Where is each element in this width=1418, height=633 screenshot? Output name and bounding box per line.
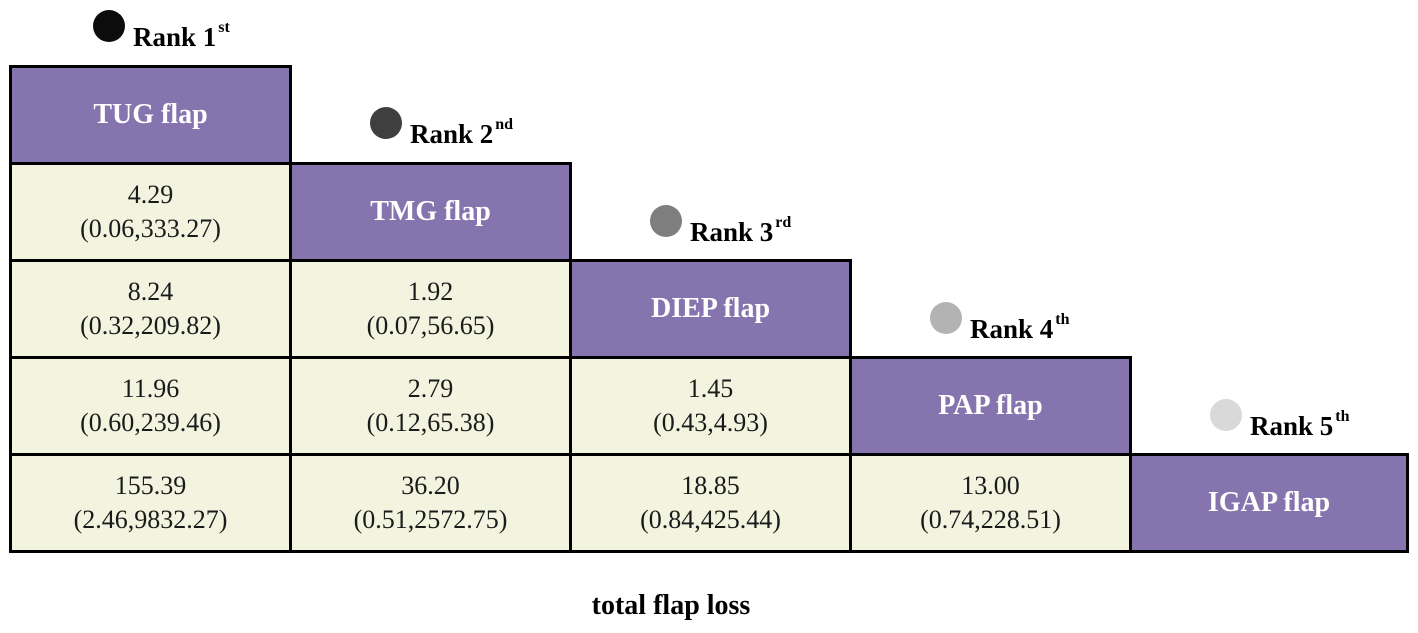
treatment-cell-pap: PAP flap	[849, 356, 1132, 456]
confidence-interval: (0.12,65.38)	[366, 408, 495, 437]
estimate: 2.79	[407, 374, 454, 404]
estimate: 11.96	[121, 374, 180, 404]
rank-suffix: th	[1055, 311, 1070, 328]
treatment-label: PAP flap	[938, 390, 1043, 421]
treatment-cell-igap: IGAP flap	[1129, 453, 1409, 553]
rank-2-dot-icon	[370, 107, 402, 139]
comparison-cell-igap-vs-diep: 18.85 (0.84,425.44)	[569, 453, 852, 553]
confidence-interval: (0.06,333.27)	[80, 214, 221, 243]
estimate: 1.45	[687, 374, 734, 404]
confidence-interval: (0.51,2572.75)	[353, 505, 508, 534]
comparison-cell-tmg-vs-tug: 4.29 (0.06,333.27)	[9, 162, 292, 262]
rank-suffix: nd	[495, 116, 514, 133]
confidence-interval: (2.46,9832.27)	[73, 505, 228, 534]
treatment-cell-diep: DIEP flap	[569, 259, 852, 359]
comparison-cell-diep-vs-tug: 8.24 (0.32,209.82)	[9, 259, 292, 359]
rank-1-dot-icon	[93, 10, 125, 42]
outcome-caption: total flap loss	[591, 590, 751, 621]
comparison-cell-pap-vs-tug: 11.96 (0.60,239.46)	[9, 356, 292, 456]
comparison-cell-igap-vs-pap: 13.00 (0.74,228.51)	[849, 453, 1132, 553]
treatment-label: TMG flap	[370, 196, 491, 227]
rank-suffix: th	[1335, 408, 1350, 425]
comparison-cell-igap-vs-tmg: 36.20 (0.51,2572.75)	[289, 453, 572, 553]
confidence-interval: (0.07,56.65)	[366, 311, 495, 340]
rank-5-dot-icon	[1210, 399, 1242, 431]
estimate: 13.00	[961, 471, 1020, 501]
estimate: 155.39	[114, 471, 187, 501]
estimate: 36.20	[401, 471, 460, 501]
confidence-interval: (0.60,239.46)	[80, 408, 221, 437]
rank-word: Rank	[133, 22, 197, 52]
treatment-cell-tmg: TMG flap	[289, 162, 572, 262]
confidence-interval: (0.84,425.44)	[640, 505, 781, 534]
rank-3-dot-icon	[650, 205, 682, 237]
confidence-interval: (0.32,209.82)	[80, 311, 221, 340]
rank-number: 4	[1039, 314, 1054, 344]
rank-4-dot-icon	[930, 302, 962, 334]
rank-number: 5	[1319, 411, 1334, 441]
comparison-cell-igap-vs-tug: 155.39 (2.46,9832.27)	[9, 453, 292, 553]
confidence-interval: (0.43,4.93)	[653, 408, 768, 437]
confidence-interval: (0.74,228.51)	[920, 505, 1061, 534]
rank-suffix: st	[218, 19, 230, 36]
rank-suffix: rd	[775, 214, 792, 231]
treatment-label: IGAP flap	[1207, 487, 1331, 518]
rank-word: Rank	[690, 217, 754, 247]
rank-number: 2	[479, 119, 494, 149]
estimate: 4.29	[127, 180, 174, 210]
rank-word: Rank	[1250, 411, 1314, 441]
rank-number: 1	[202, 22, 217, 52]
rank-word: Rank	[970, 314, 1034, 344]
comparison-cell-diep-vs-tmg: 1.92 (0.07,56.65)	[289, 259, 572, 359]
estimate: 1.92	[407, 277, 454, 307]
estimate: 18.85	[681, 471, 740, 501]
comparison-cell-pap-vs-tmg: 2.79 (0.12,65.38)	[289, 356, 572, 456]
treatment-label: TUG flap	[93, 99, 208, 130]
rank-word: Rank	[410, 119, 474, 149]
treatment-cell-tug: TUG flap	[9, 65, 292, 165]
treatment-label: DIEP flap	[650, 293, 771, 324]
estimate: 8.24	[127, 277, 174, 307]
rank-number: 3	[759, 217, 774, 247]
comparison-cell-pap-vs-diep: 1.45 (0.43,4.93)	[569, 356, 852, 456]
